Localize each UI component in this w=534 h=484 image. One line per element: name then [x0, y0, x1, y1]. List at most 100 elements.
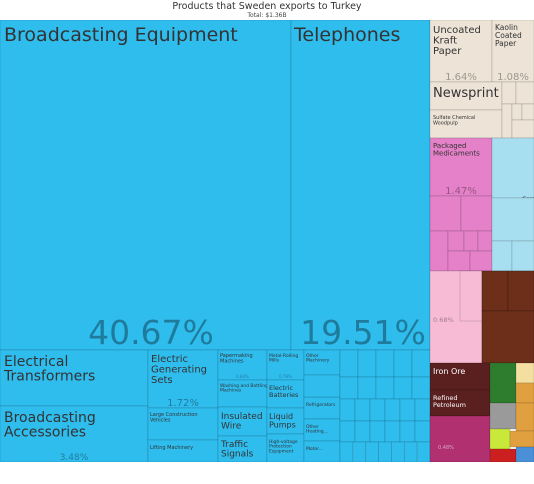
tile-machinery-minor-6	[357, 376, 377, 400]
tile-machinery-small	[303, 374, 341, 398]
tile-machinery-minor-3	[393, 349, 413, 378]
tile-papermaking-machines-label: Papermaking	[220, 353, 253, 359]
tile-traffic-signals	[217, 435, 268, 462]
tile-other-machinery-label: Machinery	[306, 358, 330, 364]
tile-misc-8	[515, 446, 534, 462]
tile-paper-minor-4	[521, 103, 534, 121]
tile-uncoated-kraft-paper-label: Uncoated	[433, 25, 481, 36]
tile-misc-4	[515, 402, 534, 432]
tile-machinery-minor-26	[391, 441, 405, 462]
tile-chemicals-minor-1	[460, 195, 493, 232]
tile-uncoated-kraft-paper-label: Paper	[433, 46, 462, 57]
tile-machinery-minor-7	[375, 376, 395, 400]
tile-electrical-transformers-label: Electrical	[4, 354, 68, 370]
tile-machinery-minor-19	[384, 420, 401, 443]
tile-machinery-minor-16	[339, 420, 356, 443]
tile-packaged-medicaments-label: Packaged	[433, 142, 466, 150]
tile-electric-generating-sets-label: Generating	[151, 365, 207, 376]
tile-machinery-minor-27	[403, 441, 418, 462]
tile-broadcasting-equipment-label: Broadcasting Equipment	[4, 24, 238, 46]
tile-misc-2	[515, 382, 534, 404]
tile-uncoated-kraft-paper-label: Kraft	[433, 36, 457, 47]
tile-kaolin-coated-paper-label: Paper	[495, 39, 517, 48]
tile-metals-minor-1	[507, 270, 534, 312]
tile-electric-batteries-label: Electric	[269, 384, 294, 392]
tile-lifting-machinery	[147, 439, 219, 462]
tile-kaolin-coated-paper	[491, 20, 534, 83]
tile-chemicals-minor-4	[463, 230, 479, 252]
tile-electrical-transformers-label: Transformers	[3, 369, 95, 385]
tile-misc-0	[489, 362, 517, 404]
tile-large-construction-vehicles	[147, 407, 219, 441]
tile-electric-generating-sets-share: 1.72%	[167, 398, 199, 409]
tile-papermaking-machines-share: 0.83%	[236, 374, 249, 379]
tile-chemicals-minor-3	[447, 230, 465, 252]
tile-magenta	[429, 415, 491, 462]
tile-refined-petroleum-label: Refined	[433, 394, 458, 402]
tile-washing-and-bottling-machines	[217, 379, 268, 408]
tile-misc-5	[489, 428, 511, 450]
tile-packaged-medicaments-label: Medicaments	[433, 149, 480, 157]
tile-refrigerators-label: Refrigerators	[306, 402, 336, 408]
tile-paper-minor-3	[511, 103, 523, 121]
tile-liquid-pumps-label: Pumps	[269, 420, 296, 429]
tile-machinery-minor-28	[416, 441, 431, 462]
tile-metal-rolling-mills-label: Mills	[269, 358, 280, 364]
tile-paper-minor-5	[511, 119, 534, 139]
tile-paper-minor-1	[515, 81, 534, 105]
tile-paper-minor-2	[501, 103, 513, 139]
tile-machinery-minor-5	[339, 376, 359, 400]
tile-machinery-minor-11	[354, 398, 371, 422]
tile-other-heating-label: Heating...	[306, 429, 328, 435]
tile-cars-minor-0	[491, 197, 534, 242]
tile-paper-minor-0	[501, 81, 517, 105]
tile-machinery-minor-8	[393, 376, 413, 400]
tile-high-voltage-protection-equipment	[266, 433, 305, 462]
tile-machinery-minor-2	[375, 349, 395, 378]
tile-traffic-signals-label: Traffic	[220, 440, 248, 450]
tile-other-machinery-label: Other	[306, 353, 319, 359]
tile-telephones-label: Telephones	[293, 24, 400, 46]
tile-chemicals-minor-0	[429, 195, 462, 232]
tile-broadcasting-accessories	[0, 405, 149, 462]
tile-large-construction-vehicles-label: Large Construction	[150, 412, 198, 418]
tile-broadcasting-accessories-share: 3.48%	[60, 453, 89, 462]
tile-electric-batteries	[266, 379, 305, 409]
tile-machinery-minor-1	[357, 349, 377, 378]
tile-chemicals-minor-6	[447, 250, 471, 272]
tile-misc-7	[489, 448, 517, 462]
tile-machinery-minor-17	[354, 420, 371, 443]
tile-packaged-medicaments-share: 1.47%	[445, 186, 477, 197]
tile-newsprint-label: Newsprint	[433, 86, 499, 101]
tile-packaged-medicaments	[429, 137, 493, 197]
tile-misc-6	[509, 430, 534, 448]
tile-sulfate-chemical-woodpulp	[429, 109, 503, 139]
tile-other-heating-label: Other	[306, 424, 319, 430]
tile-liquid-pumps-label: Liquid	[269, 412, 293, 421]
tile-machinery-minor-20	[399, 420, 416, 443]
tile-machinery-minor-22	[339, 441, 354, 462]
tile-metals-minor-2	[481, 310, 534, 364]
tile-large-construction-vehicles-label: Vehicles	[150, 417, 171, 423]
tile-magenta-share: 0.48%	[438, 445, 454, 451]
tile-papermaking-machines	[217, 349, 268, 381]
tile-washing-and-bottling-machines-label: Machines	[220, 388, 242, 394]
tile-pink-minor-0	[459, 270, 483, 322]
tile-sulfate-chemical-woodpulp-label: Sulfate Chemical	[433, 115, 475, 121]
tile-lifting-machinery-label: Lifting Machinery	[150, 445, 193, 451]
tile-broadcasting-accessories-label: Broadcasting	[4, 410, 96, 426]
tile-machinery-minor-14	[399, 398, 416, 422]
tile-machinery-minor-9	[411, 376, 431, 400]
tile-electrical-transformers	[0, 349, 149, 407]
tile-chemicals-minor-2	[429, 230, 449, 272]
tile-iron-ore-label: Iron Ore	[433, 367, 465, 376]
tile-liquid-pumps	[266, 407, 305, 435]
tile-telephones-share: 19.51%	[300, 313, 426, 352]
tile-machinery-minor-23	[352, 441, 367, 462]
tile-refined-petroleum-label: Petroleum	[433, 401, 466, 409]
tile-cars	[491, 137, 534, 199]
tile-machinery-minor-15	[414, 398, 431, 422]
tile-telephones	[290, 20, 431, 351]
tile-machinery-minor-18	[369, 420, 386, 443]
treemap-chart: Broadcasting Equipment 40.67% Telephones 19…	[0, 20, 534, 462]
